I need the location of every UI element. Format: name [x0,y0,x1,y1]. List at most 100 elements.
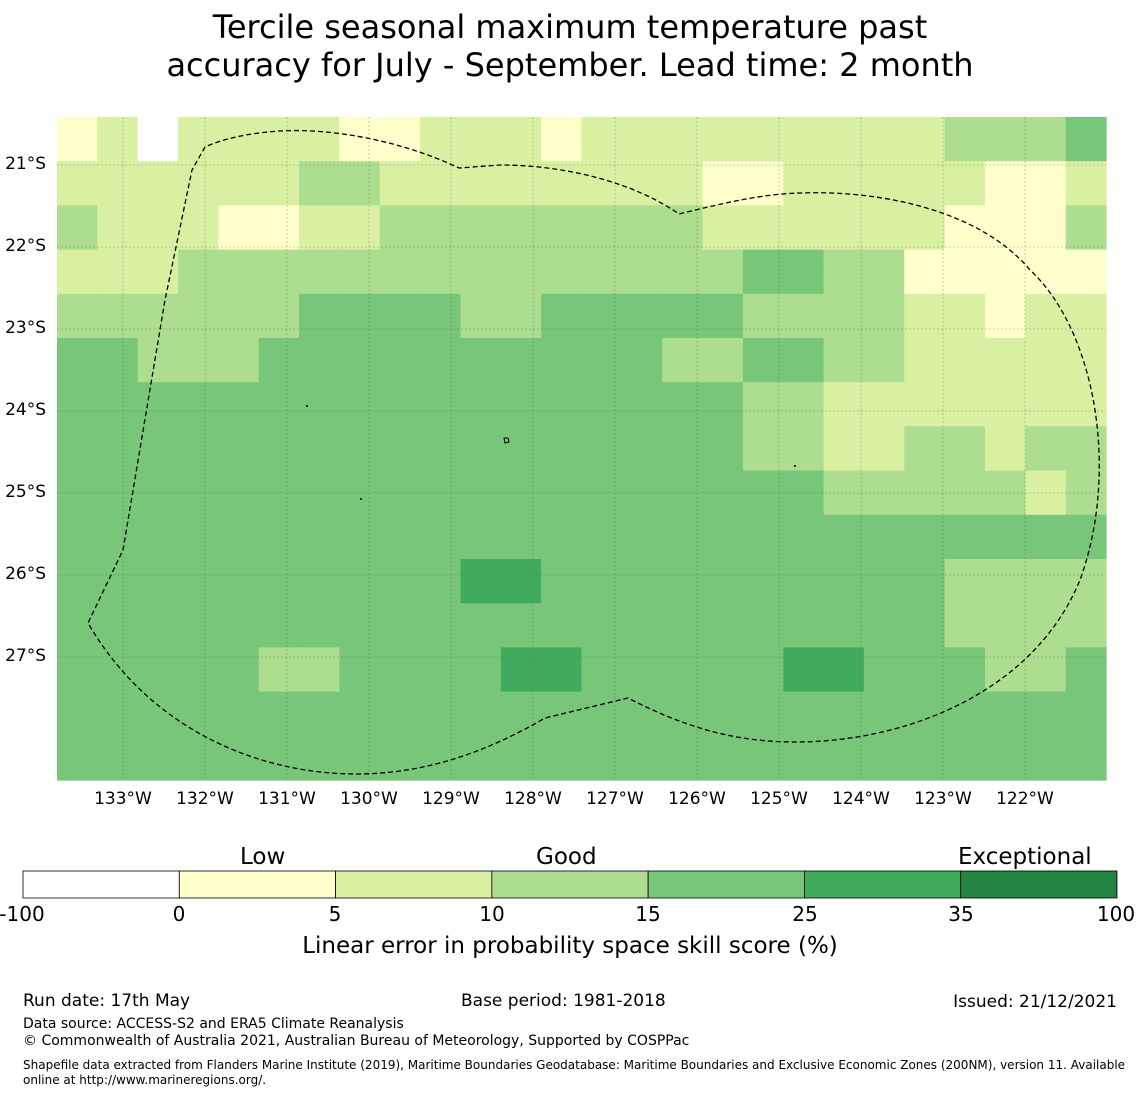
skill-cell [420,426,462,450]
skill-cell [339,117,381,140]
skill-cell [218,559,260,582]
skill-cell [339,559,381,582]
skill-cell [339,360,381,383]
skill-cell [621,293,663,317]
skill-cell [621,205,663,229]
skill-cell [500,404,542,427]
skill-cell [218,271,260,295]
skill-cell [299,514,341,538]
skill-cell [57,426,98,450]
skill-cell [581,536,623,560]
lon-label: 125°W [750,789,808,809]
skill-cell [339,404,381,427]
skill-cell [742,338,784,361]
skill-cell [57,735,98,759]
skill-cell [863,713,905,737]
skill-cell [258,581,300,604]
skill-cell [783,271,825,295]
skill-cell [944,271,986,295]
colorbar-tick: 0 [172,902,186,926]
colorbar-category-good: Good [536,844,597,870]
skill-cell [379,647,421,671]
skill-cell [863,183,905,206]
skill-cell [823,227,865,251]
skill-cell [1065,625,1107,648]
skill-cell [541,536,583,560]
skill-cell [178,183,219,206]
skill-cell [581,315,623,339]
skill-cell [742,360,784,383]
skill-cell [178,647,219,671]
skill-cell [1065,404,1107,427]
skill-cell [702,448,744,472]
skill-cell [420,735,462,759]
skill-cell [1065,559,1107,582]
skill-cell [581,183,623,206]
skill-cell [944,757,986,781]
skill-cell [218,139,260,162]
skill-cell [581,713,623,737]
skill-cell [863,536,905,560]
skill-cell [258,205,300,229]
skill-cell [702,669,744,693]
skill-cell [258,426,300,450]
skill-cell [581,470,623,494]
skill-cell [218,625,260,648]
skill-cell [823,669,865,693]
skill-cell [944,183,986,206]
skill-cell [662,492,704,516]
skill-cell [863,338,905,361]
skill-cell [339,271,381,295]
skill-cell [823,293,865,317]
lon-label: 130°W [340,789,398,809]
shapefile-credit-line-1: Shapefile data extracted from Flanders M… [23,1058,1126,1072]
skill-cell [1025,161,1067,184]
skill-cell [742,647,784,671]
skill-cell [500,536,542,560]
skill-cell [621,536,663,560]
colorbar-tick: 10 [479,902,505,926]
skill-cell [702,735,744,759]
skill-cell [218,338,260,361]
copyright: © Commonwealth of Australia 2021, Austra… [23,1033,690,1049]
skill-cell [500,514,542,538]
skill-cell [581,514,623,538]
skill-cell [57,713,98,737]
skill-cell [379,382,421,405]
skill-cell [662,757,704,781]
skill-cell [178,205,219,229]
skill-cell [621,360,663,383]
lon-label: 133°W [94,789,152,809]
skill-cell [863,625,905,648]
skill-cell [57,647,98,671]
skill-cell [57,404,98,427]
islet-marker [360,498,362,500]
skill-cell [662,559,704,582]
skill-cell [984,117,1026,140]
skill-cell [299,625,341,648]
skill-cell [218,315,260,339]
skill-cell [379,581,421,604]
skill-cell [621,404,663,427]
skill-cell [137,205,179,229]
skill-cell [944,360,986,383]
skill-cell [1025,581,1067,604]
skill-cell [57,625,98,648]
skill-cell [662,647,704,671]
skill-cell [218,470,260,494]
skill-cell [742,559,784,582]
lon-label: 124°W [832,789,890,809]
skill-cell [581,691,623,715]
skill-cell [460,603,502,626]
skill-cell [863,426,905,450]
skill-cell [258,536,300,560]
skill-cell [984,426,1026,450]
skill-cell [339,757,381,781]
skill-cell [137,117,179,140]
skill-cell [863,448,905,472]
skill-cell [984,514,1026,538]
skill-cell [218,205,260,229]
skill-cell [500,249,542,273]
skill-cell [178,360,219,383]
skill-cell [137,315,179,339]
